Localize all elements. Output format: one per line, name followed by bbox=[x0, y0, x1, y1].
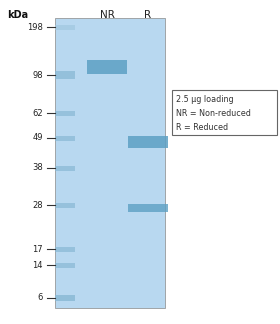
Text: kDa: kDa bbox=[8, 10, 29, 20]
Bar bbox=[128, 204, 168, 212]
Text: 62: 62 bbox=[32, 109, 43, 118]
Bar bbox=[55, 262, 75, 268]
Text: 49: 49 bbox=[32, 133, 43, 143]
Text: NR: NR bbox=[100, 10, 115, 20]
Text: R: R bbox=[144, 10, 151, 20]
Bar bbox=[55, 247, 75, 251]
Bar bbox=[172, 90, 277, 135]
Text: 28: 28 bbox=[32, 201, 43, 210]
Text: 6: 6 bbox=[38, 294, 43, 303]
Bar bbox=[55, 295, 75, 301]
Text: 38: 38 bbox=[32, 164, 43, 172]
Bar bbox=[128, 136, 168, 148]
Text: 14: 14 bbox=[32, 260, 43, 270]
Bar bbox=[87, 60, 127, 74]
Bar bbox=[55, 202, 75, 207]
Bar bbox=[55, 135, 75, 141]
Bar bbox=[55, 166, 75, 170]
Bar bbox=[55, 18, 165, 308]
Text: 17: 17 bbox=[32, 245, 43, 253]
Text: 198: 198 bbox=[27, 22, 43, 31]
Bar bbox=[55, 71, 75, 79]
Text: 98: 98 bbox=[32, 71, 43, 79]
Bar bbox=[55, 25, 75, 29]
Bar bbox=[55, 110, 75, 115]
Text: 2.5 μg loading
NR = Non-reduced
R = Reduced: 2.5 μg loading NR = Non-reduced R = Redu… bbox=[176, 95, 251, 132]
